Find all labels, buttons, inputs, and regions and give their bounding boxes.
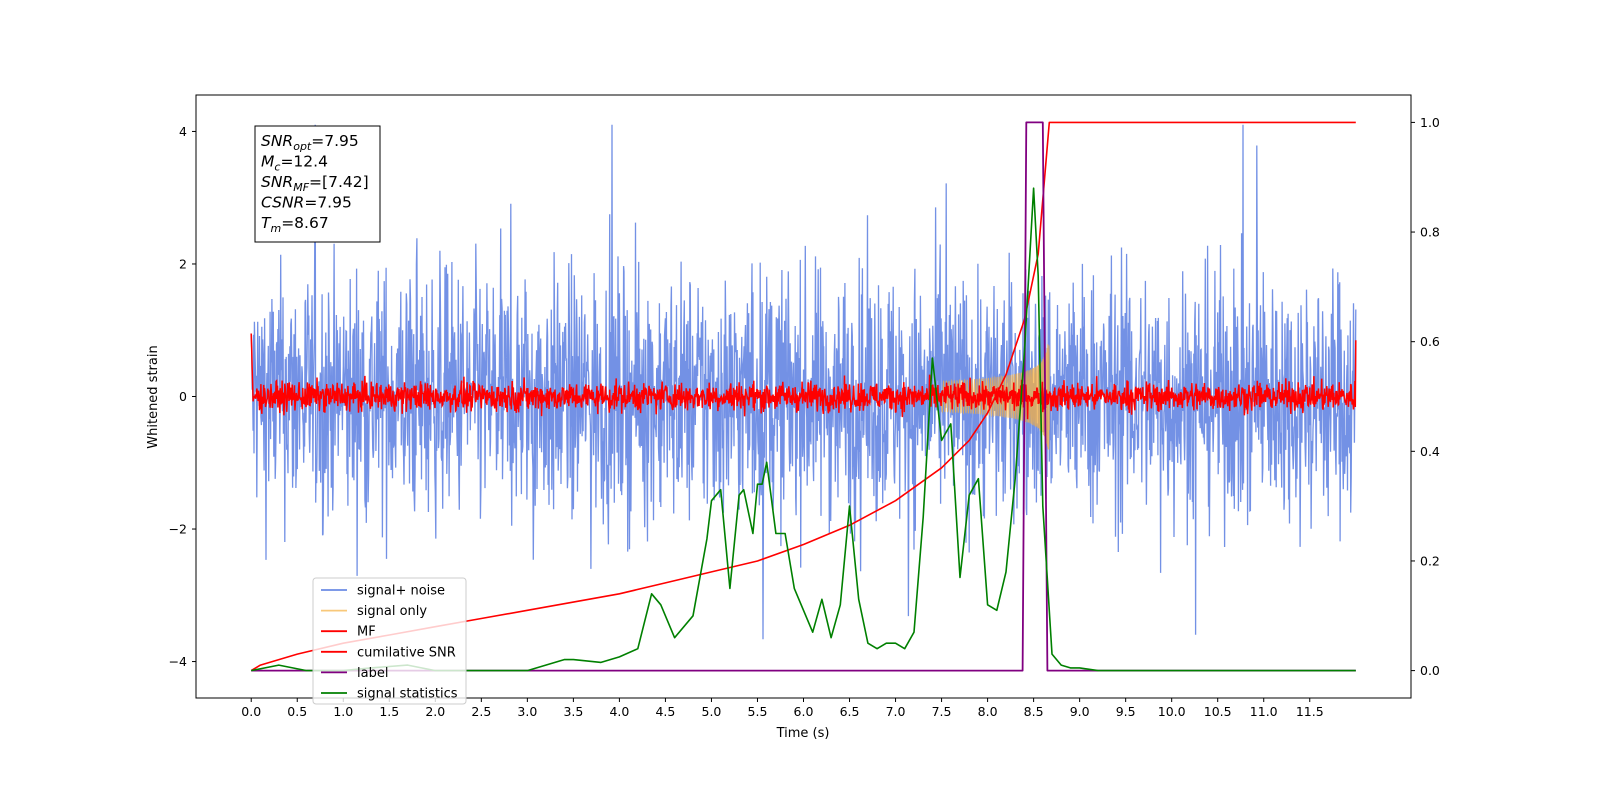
y-axis-label: Whitened strain — [146, 345, 161, 448]
x-tick-label: 0.0 — [241, 704, 261, 719]
y-axis-right: 0.0 0.2 0.4 0.6 0.8 1.0 — [1411, 115, 1440, 678]
annotation-line: CSNR=7.95 — [261, 194, 352, 212]
x-axis-label: Time (s) — [776, 726, 830, 741]
x-tick-label: 9.5 — [1116, 704, 1136, 719]
x-tick-label: 4.5 — [655, 704, 675, 719]
annotation-line: SNRopt=7.95 — [261, 132, 359, 153]
legend-label: label — [357, 666, 388, 681]
annotation-line: Mc=12.4 — [261, 153, 328, 174]
x-tick-label: 6.5 — [840, 704, 860, 719]
legend-frame — [312, 577, 467, 705]
y-left-tick-label: 0 — [179, 389, 187, 404]
x-tick-label: 1.0 — [333, 704, 353, 719]
x-tick-label: 11.5 — [1296, 704, 1324, 719]
annotation-line: Tm=8.67 — [261, 214, 329, 235]
legend-label: cumilative SNR — [357, 645, 456, 660]
x-tick-label: 2.5 — [471, 704, 491, 719]
x-tick-label: 7.0 — [886, 704, 906, 719]
y-right-tick-label: 0.8 — [1420, 225, 1440, 240]
y-right-tick-label: 0.4 — [1420, 444, 1440, 459]
x-tick-label: 10.0 — [1158, 704, 1186, 719]
y-right-tick-label: 0.2 — [1420, 553, 1440, 568]
y-left-tick-label: 4 — [179, 124, 187, 139]
x-tick-label: 11.0 — [1250, 704, 1278, 719]
x-tick-label: 6.0 — [794, 704, 814, 719]
y-left-tick-label: 2 — [179, 256, 187, 271]
x-tick-label: 7.5 — [932, 704, 952, 719]
x-tick-label: 3.0 — [517, 704, 537, 719]
x-tick-label: 5.5 — [748, 704, 768, 719]
legend-label: signal only — [357, 604, 427, 619]
y-axis-left: −4 −2 0 2 4 — [169, 124, 196, 669]
y-right-tick-label: 0.0 — [1420, 663, 1440, 678]
legend-label: signal statistics — [357, 687, 458, 702]
series-signal-statistics — [251, 187, 1356, 672]
y-left-tick-label: −2 — [169, 522, 187, 537]
y-left-tick-label: −4 — [169, 654, 187, 669]
annotation-line: SNRMF=[7.42] — [261, 173, 369, 194]
y-right-tick-label: 1.0 — [1420, 115, 1440, 130]
x-tick-label: 9.0 — [1070, 704, 1090, 719]
x-tick-label: 2.0 — [425, 704, 445, 719]
x-tick-label: 4.0 — [609, 704, 629, 719]
legend: signal+ noise signal only MF cumilative SNR… — [312, 577, 467, 705]
x-tick-label: 0.5 — [287, 704, 307, 719]
x-tick-label: 8.5 — [1024, 704, 1044, 719]
x-tick-label: 1.5 — [379, 704, 399, 719]
x-tick-label: 5.0 — [702, 704, 722, 719]
series-mf — [250, 333, 1357, 420]
x-tick-label: 3.5 — [563, 704, 583, 719]
legend-label: signal+ noise — [357, 584, 445, 599]
y-right-tick-label: 0.6 — [1420, 334, 1440, 349]
x-tick-label: 10.5 — [1204, 704, 1232, 719]
legend-label: MF — [357, 625, 376, 640]
x-axis: 0.0 0.5 1.0 1.5 2.0 2.5 3.0 3.5 4.0 4.5 5.0 5.5 6.0 6… — [241, 698, 1324, 719]
x-tick-label: 8.0 — [978, 704, 998, 719]
annotation-frame — [254, 125, 381, 243]
series-signal-noise — [250, 124, 1357, 640]
